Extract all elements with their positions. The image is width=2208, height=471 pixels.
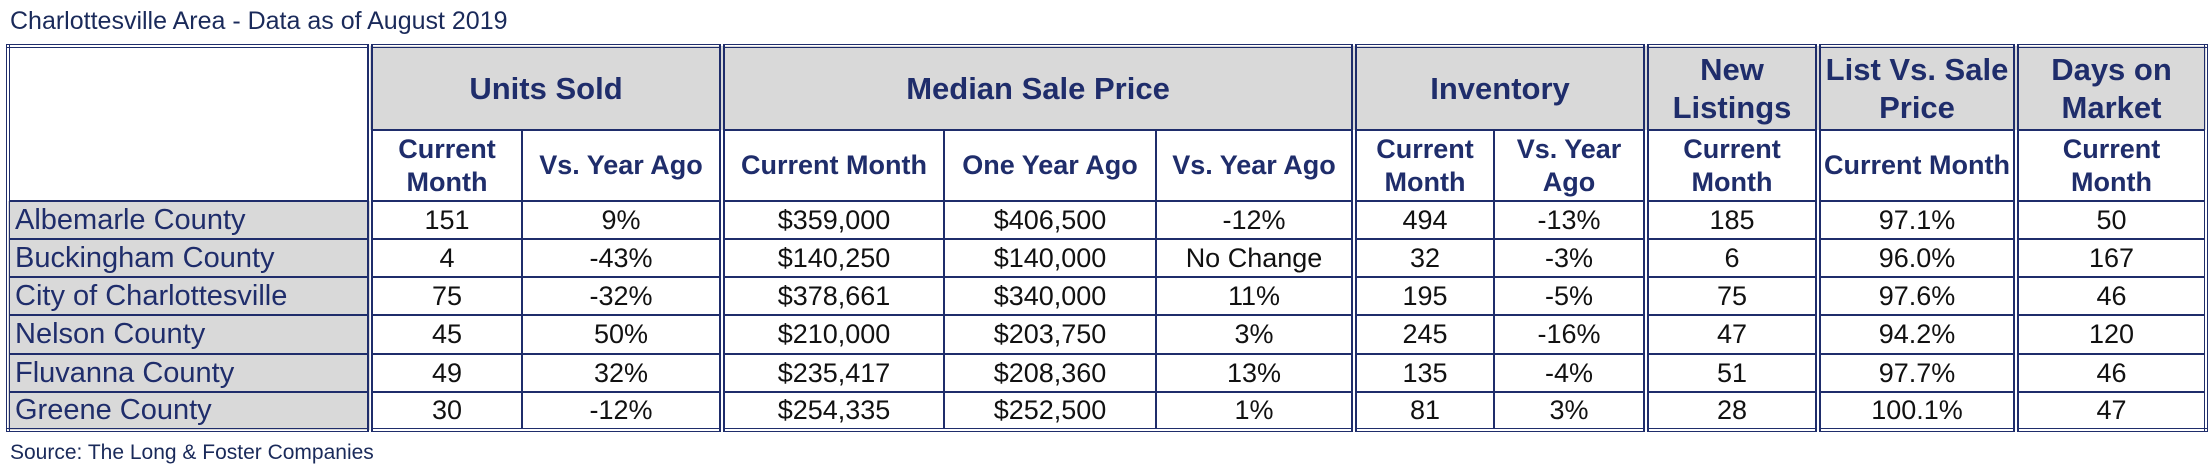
table-cell: $406,500 <box>943 199 1157 240</box>
report-title: Charlottesville Area - Data as of August… <box>10 7 508 35</box>
col-list-vs-sale-current-month: Current Month <box>1817 129 2019 202</box>
table-cell: 13% <box>1155 352 1357 393</box>
col-price-one-year-ago: One Year Ago <box>943 129 1157 202</box>
table-cell: 50 <box>2015 199 2207 240</box>
row-label: Fluvanna County <box>7 352 373 393</box>
table-cell: $378,661 <box>721 276 945 317</box>
table-row: Greene County 30 -12% $254,335 $252,500 … <box>7 390 2207 432</box>
table-row: City of Charlottesville 75 -32% $378,661… <box>7 276 2207 317</box>
table-cell: 151 <box>369 199 523 240</box>
table-cell: 51 <box>1645 352 1821 393</box>
table-cell: 167 <box>2015 237 2207 279</box>
table-cell: 97.6% <box>1817 276 2019 317</box>
table-cell: -43% <box>521 237 725 279</box>
table-cell: -12% <box>521 390 725 432</box>
table-cell: 46 <box>2015 276 2207 317</box>
col-price-vs-year-ago: Vs. Year Ago <box>1155 129 1357 202</box>
table-cell: -16% <box>1493 314 1649 355</box>
table-row: Fluvanna County 49 32% $235,417 $208,360… <box>7 352 2207 393</box>
row-label: City of Charlottesville <box>7 276 373 317</box>
table-cell: 28 <box>1645 390 1821 432</box>
table-cell: 195 <box>1353 276 1495 317</box>
table-cell: 185 <box>1645 199 1821 240</box>
group-new-listings: New Listings <box>1645 44 1821 132</box>
col-inventory-vs-year-ago: Vs. Year Ago <box>1493 129 1649 202</box>
table-cell: $208,360 <box>943 352 1157 393</box>
sub-header-row: Current Month Vs. Year Ago Current Month… <box>8 129 2207 202</box>
table-cell: 46 <box>2015 352 2207 393</box>
col-new-listings-current-month: Current Month <box>1645 129 1821 202</box>
group-header-row: Units Sold Median Sale Price Inventory N… <box>7 44 2207 202</box>
table-cell: 11% <box>1155 276 1357 317</box>
row-label: Greene County <box>7 390 373 432</box>
table-cell: No Change <box>1155 237 1357 279</box>
table-cell: 32% <box>521 352 725 393</box>
table-row: Buckingham County 4 -43% $140,250 $140,0… <box>7 237 2207 279</box>
row-label: Buckingham County <box>7 237 373 279</box>
table-cell: 135 <box>1353 352 1495 393</box>
table-cell: -3% <box>1493 237 1649 279</box>
table-cell: $359,000 <box>721 199 945 240</box>
group-units-sold: Units Sold <box>369 44 725 132</box>
table-cell: -4% <box>1493 352 1649 393</box>
table-cell: -32% <box>521 276 725 317</box>
table-cell: 3% <box>1155 314 1357 355</box>
table-cell: -13% <box>1493 199 1649 240</box>
corner-cell <box>7 45 373 202</box>
table-cell: 97.7% <box>1817 352 2019 393</box>
row-label: Nelson County <box>7 314 373 355</box>
table-cell: $254,335 <box>721 390 945 432</box>
col-units-current-month: Current Month <box>369 129 523 202</box>
col-inventory-current-month: Current Month <box>1353 129 1495 202</box>
table-row: Albemarle County 151 9% $359,000 $406,50… <box>7 199 2207 240</box>
col-days-on-market-current-month: Current Month <box>2015 129 2207 202</box>
table-cell: 75 <box>1645 276 1821 317</box>
table-cell: 81 <box>1353 390 1495 432</box>
table-cell: 6 <box>1645 237 1821 279</box>
table-cell: 120 <box>2015 314 2207 355</box>
group-inventory: Inventory <box>1353 44 1649 132</box>
table-cell: $140,000 <box>943 237 1157 279</box>
table-cell: 494 <box>1353 199 1495 240</box>
table-cell: -12% <box>1155 199 1357 240</box>
table-cell: 1% <box>1155 390 1357 432</box>
table-cell: 100.1% <box>1817 390 2019 432</box>
table-cell: $252,500 <box>943 390 1157 432</box>
source-note: Source: The Long & Foster Companies <box>10 441 374 464</box>
table-cell: 75 <box>369 276 523 317</box>
market-data-table: Units Sold Median Sale Price Inventory N… <box>6 44 2208 432</box>
table-cell: 97.1% <box>1817 199 2019 240</box>
table-cell: $140,250 <box>721 237 945 279</box>
table-cell: $210,000 <box>721 314 945 355</box>
row-label: Albemarle County <box>7 199 373 240</box>
table-cell: 32 <box>1353 237 1495 279</box>
table-cell: 30 <box>369 390 523 432</box>
group-list-vs-sale-price: List Vs. Sale Price <box>1817 44 2019 132</box>
table-cell: 94.2% <box>1817 314 2019 355</box>
table-cell: 3% <box>1493 390 1649 432</box>
table-cell: 45 <box>369 314 523 355</box>
col-price-current-month: Current Month <box>721 129 945 202</box>
table-cell: 9% <box>521 199 725 240</box>
table-row: Nelson County 45 50% $210,000 $203,750 3… <box>7 314 2207 355</box>
table-cell: $203,750 <box>943 314 1157 355</box>
table-cell: 50% <box>521 314 725 355</box>
group-median-sale-price: Median Sale Price <box>721 44 1357 132</box>
table-cell: 49 <box>369 352 523 393</box>
table-cell: 47 <box>2015 390 2207 432</box>
table-cell: 245 <box>1353 314 1495 355</box>
table-cell: $235,417 <box>721 352 945 393</box>
table-cell: 96.0% <box>1817 237 2019 279</box>
table-cell: -5% <box>1493 276 1649 317</box>
group-days-on-market: Days on Market <box>2015 44 2207 132</box>
table-cell: 4 <box>369 237 523 279</box>
table-cell: 47 <box>1645 314 1821 355</box>
table-cell: $340,000 <box>943 276 1157 317</box>
col-units-vs-year-ago: Vs. Year Ago <box>521 129 725 202</box>
